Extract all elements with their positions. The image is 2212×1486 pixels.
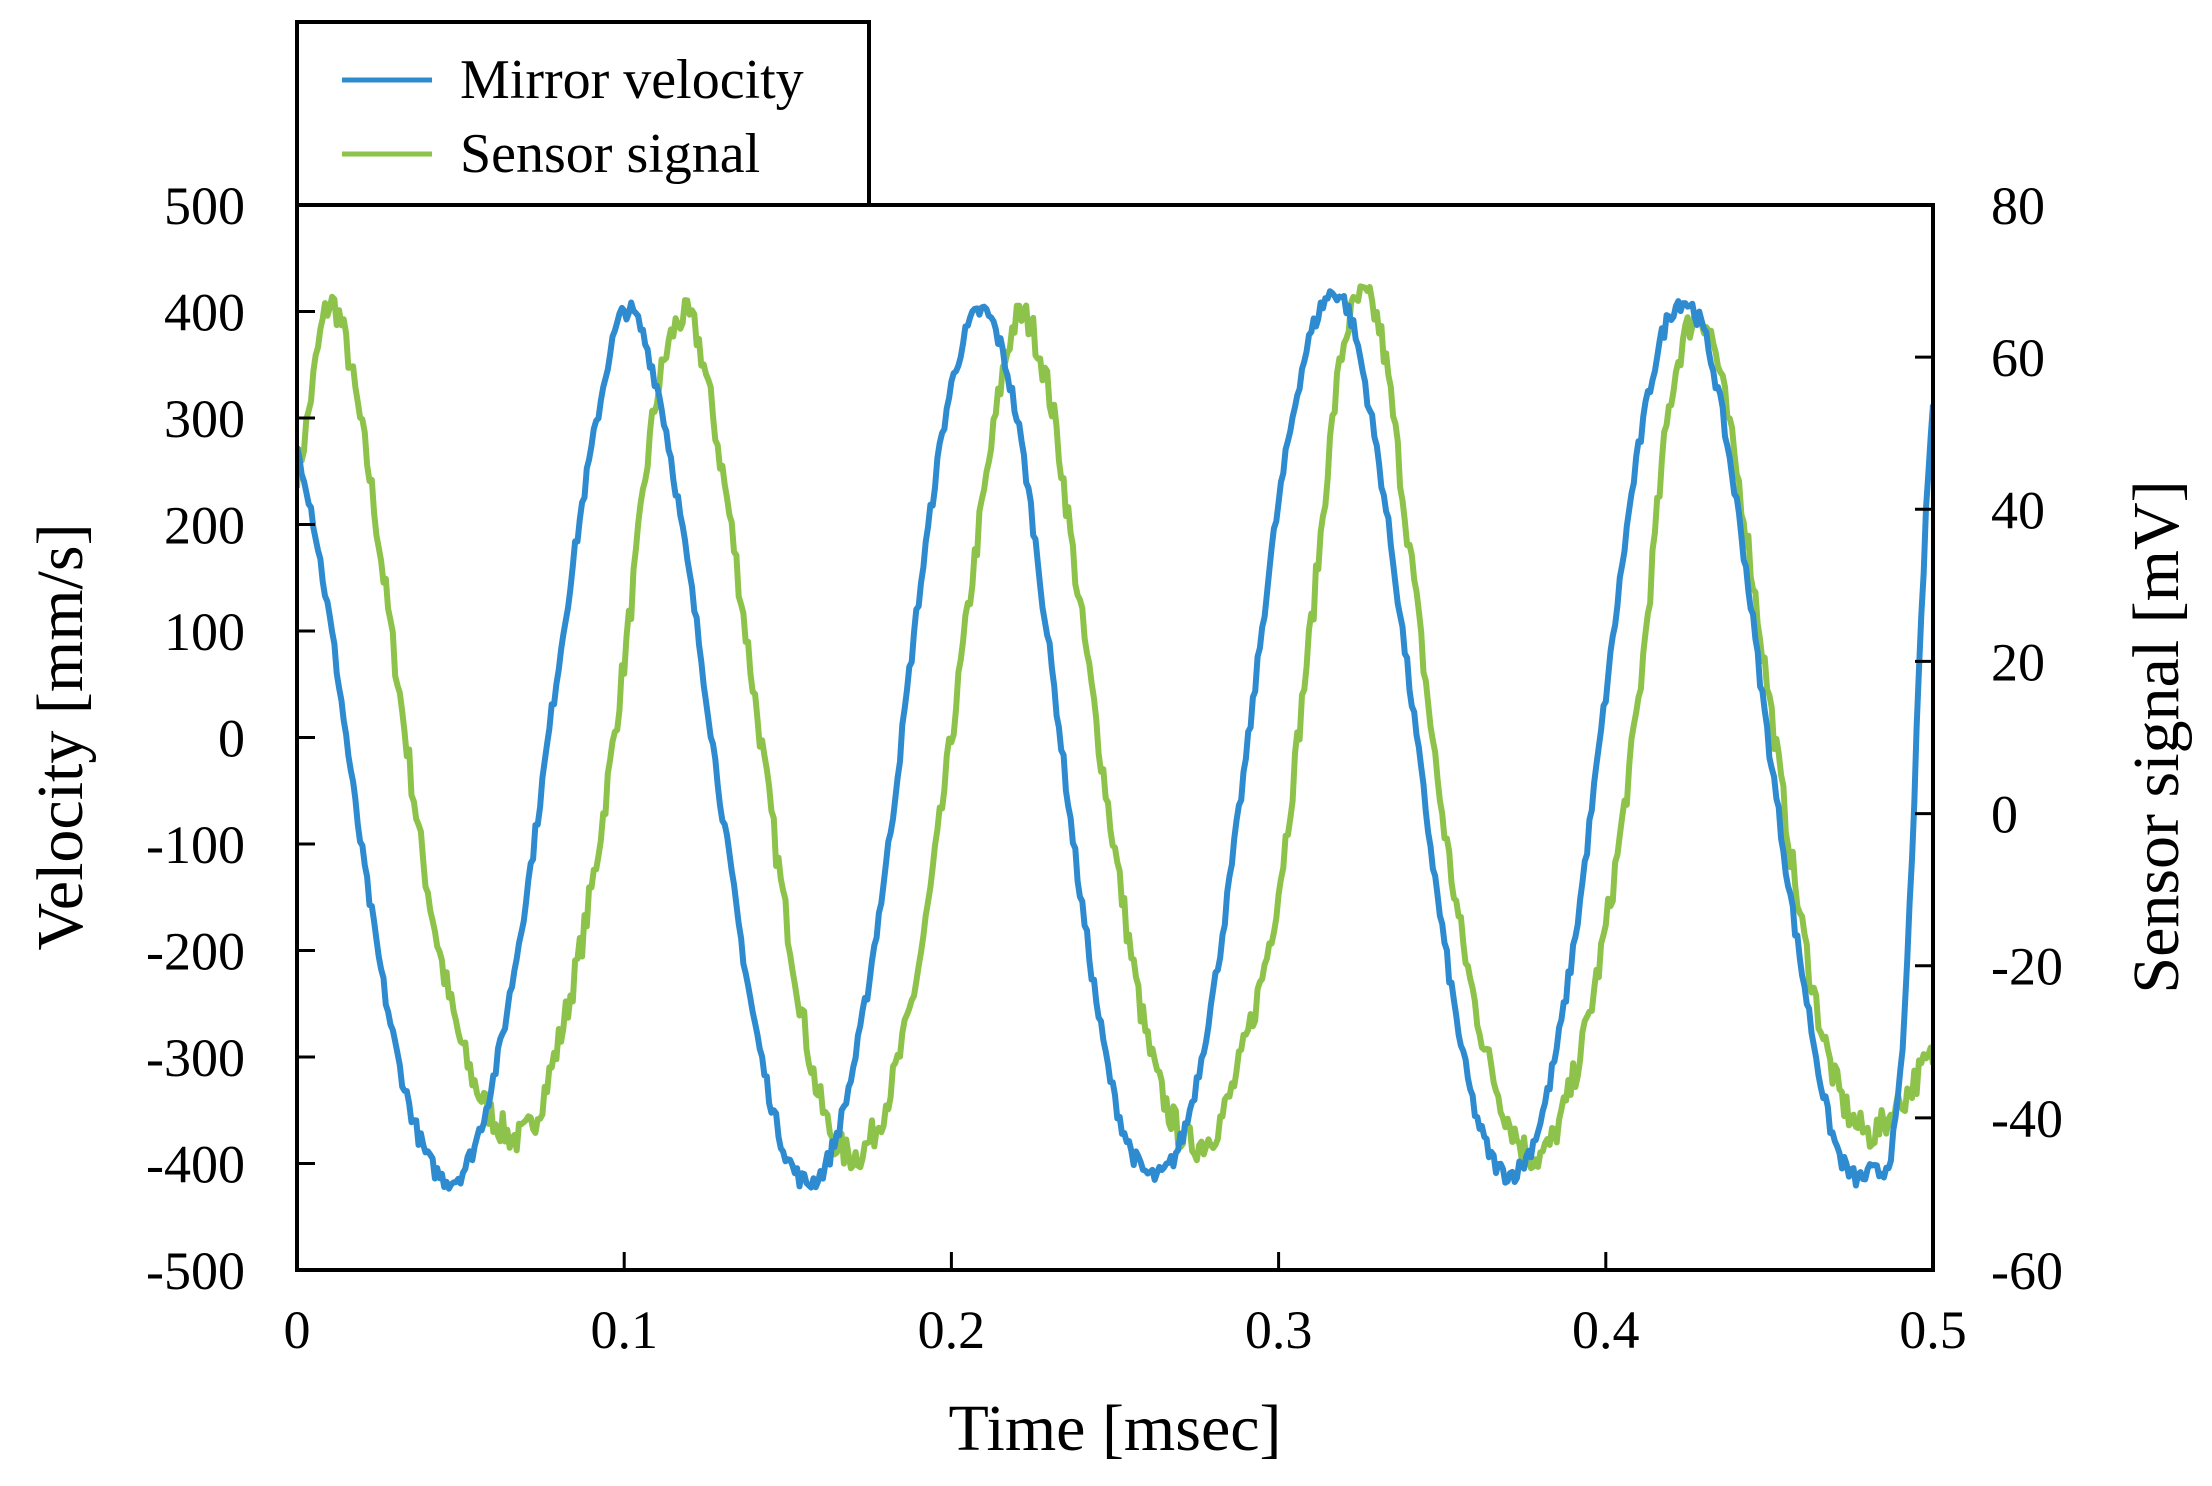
y-right-tick-label: 0 <box>1991 785 2018 845</box>
y-left-tick-label: 300 <box>164 389 245 449</box>
y-right-tick-label: 60 <box>1991 328 2045 388</box>
x-tick-label: 0 <box>284 1300 311 1360</box>
y-left-tick-label: -100 <box>146 815 245 875</box>
x-tick-label: 0.4 <box>1572 1300 1640 1360</box>
y-right-tick-label: -20 <box>1991 937 2063 997</box>
series-group <box>297 283 1933 1192</box>
legend-box <box>295 20 871 207</box>
series-line-mirror-velocity <box>297 288 1933 1192</box>
x-tick-label: 0.3 <box>1245 1300 1313 1360</box>
y-left-tick-label: 200 <box>164 496 245 556</box>
y-axis-right-title: Sensor signal [mV] <box>2120 480 2193 993</box>
legend-label-mirror-velocity: Mirror velocity <box>460 49 804 111</box>
y-right-tick-label: 80 <box>1991 176 2045 236</box>
y-left-tick-label: -200 <box>146 922 245 982</box>
x-axis-title: Time [msec] <box>948 1392 1281 1465</box>
y-axis-right: -60 -40 -20 0 20 40 60 80 <box>1915 176 2063 1301</box>
y-left-tick-label: 100 <box>164 602 245 662</box>
legend: Mirror velocity Sensor signal <box>295 20 871 207</box>
x-tick-label: 0.5 <box>1899 1300 1967 1360</box>
y-axis-left-title: Velocity [mm/s] <box>24 523 97 950</box>
y-left-tick-label: 400 <box>164 283 245 343</box>
y-left-tick-label: -400 <box>146 1135 245 1195</box>
series-line-sensor-signal <box>297 283 1933 1172</box>
x-tick-label: 0.1 <box>590 1300 658 1360</box>
y-left-tick-label: 500 <box>164 176 245 236</box>
y-left-tick-label: 0 <box>218 709 245 769</box>
y-axis-left: -500 -400 -300 -200 -100 0 100 200 300 400 500 <box>146 176 315 1301</box>
x-tick-label: 0.2 <box>918 1300 986 1360</box>
y-left-tick-label: -500 <box>146 1241 245 1301</box>
y-right-tick-label: -60 <box>1991 1241 2063 1301</box>
y-right-tick-label: 40 <box>1991 480 2045 540</box>
legend-label-sensor-signal: Sensor signal <box>460 123 760 185</box>
y-left-tick-label: -300 <box>146 1028 245 1088</box>
y-right-tick-label: 20 <box>1991 632 2045 692</box>
y-right-tick-label: -40 <box>1991 1089 2063 1149</box>
x-axis: 0 0.1 0.2 0.3 0.4 0.5 <box>284 1252 1967 1360</box>
